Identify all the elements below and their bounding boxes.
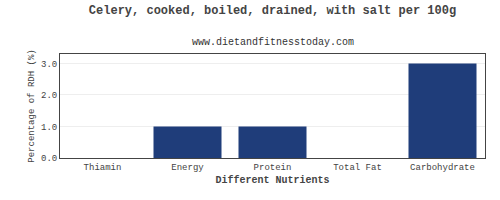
svg-text:Celery, cooked, boiled, draine: Celery, cooked, boiled, drained, with sa… [89,4,456,18]
svg-text:Total Fat: Total Fat [333,163,382,173]
svg-text:Thiamin: Thiamin [84,163,122,173]
svg-text:0.0: 0.0 [41,154,57,164]
svg-text:www.dietandfitnesstoday.com: www.dietandfitnesstoday.com [192,37,354,48]
svg-text:Different Nutrients: Different Nutrients [215,175,329,186]
svg-text:1.0: 1.0 [41,123,57,133]
svg-text:Carbohydrate: Carbohydrate [410,163,475,173]
svg-text:Protein: Protein [254,163,292,173]
svg-text:Percentage of RDH (%): Percentage of RDH (%) [27,49,37,162]
svg-text:2.0: 2.0 [41,91,57,101]
svg-text:3.0: 3.0 [41,60,57,70]
svg-text:Energy: Energy [171,163,204,173]
